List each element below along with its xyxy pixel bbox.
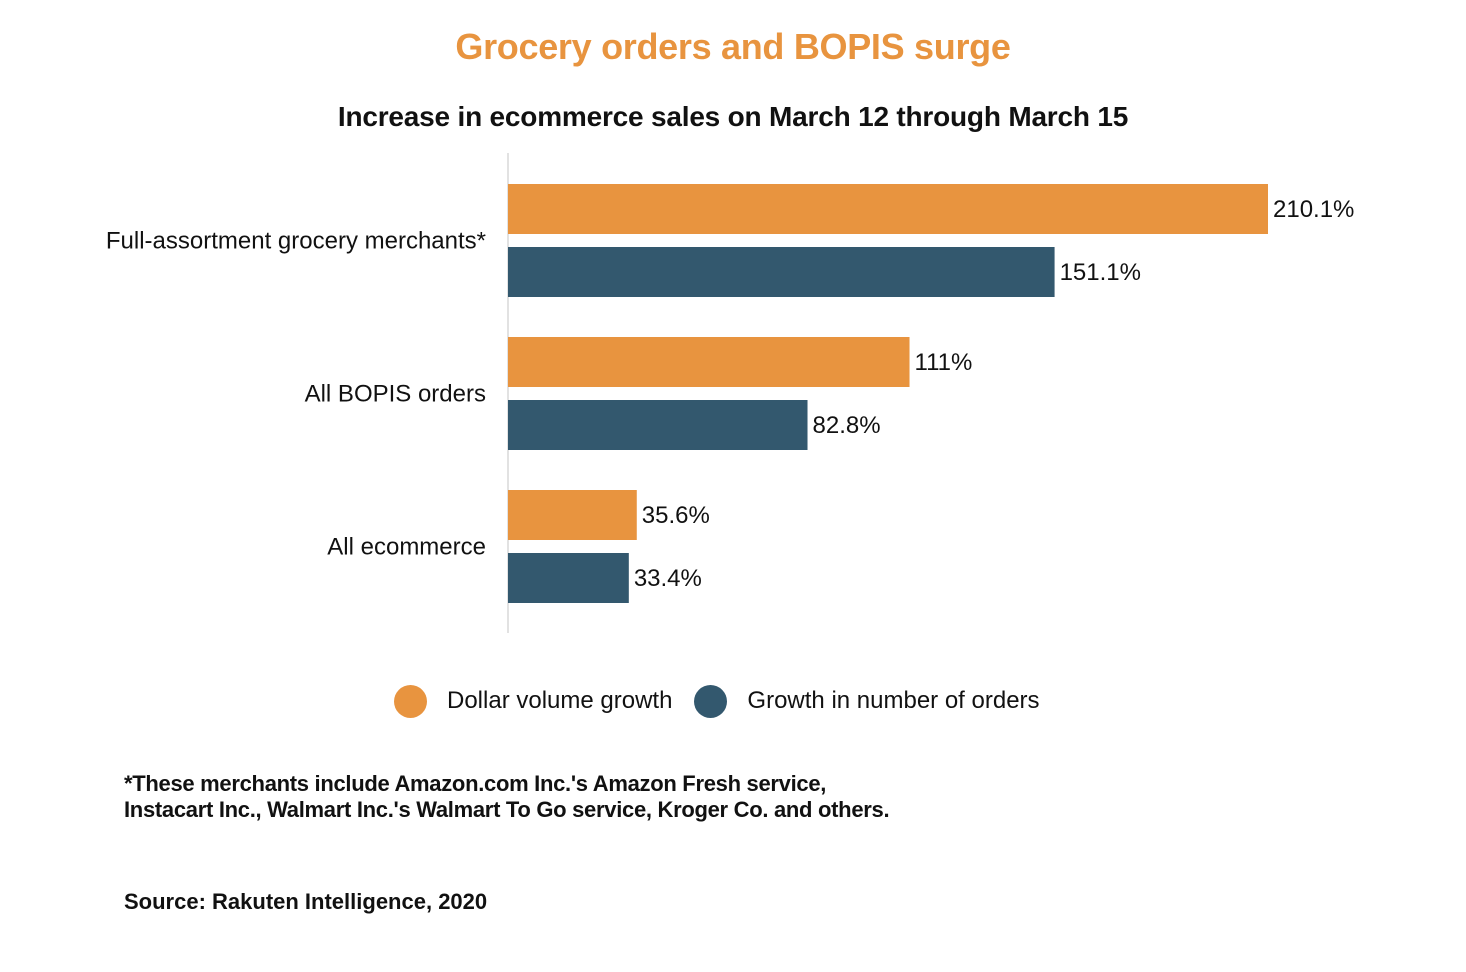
legend-label-order-count: Growth in number of orders: [747, 687, 1040, 714]
legend-item-order-count: Growth in number of orders: [694, 684, 1040, 718]
footnote: *These merchants include Amazon.com Inc.…: [124, 771, 890, 822]
bar: [508, 184, 1268, 234]
bar-value-label: 210.1%: [1273, 196, 1354, 223]
bar-value-label: 151.1%: [1060, 259, 1141, 286]
legend-item-dollar-volume: Dollar volume growth: [394, 684, 673, 718]
category-label: Full-assortment grocery merchants*: [106, 228, 486, 255]
legend-swatch-dollar-volume: [394, 684, 427, 718]
bar: [508, 247, 1055, 297]
chart-title: Grocery orders and BOPIS surge: [455, 26, 1011, 67]
bar: [508, 490, 637, 540]
source-note: Source: Rakuten Intelligence, 2020: [124, 889, 488, 914]
legend-label-dollar-volume: Dollar volume growth: [447, 687, 673, 714]
bar: [508, 400, 808, 450]
legend: Dollar volume growth Growth in number of…: [394, 683, 1062, 719]
bar: [508, 337, 910, 387]
bar-chart: Full-assortment grocery merchants* 210.1%…: [106, 153, 1354, 633]
bar-value-label: 33.4%: [634, 565, 702, 592]
bar-value-label: 82.8%: [813, 412, 881, 439]
chart-subtitle: Increase in ecommerce sales on March 12 …: [337, 101, 1129, 132]
category-label: All BOPIS orders: [305, 381, 486, 408]
bar-value-label: 35.6%: [642, 502, 710, 529]
bar-value-label: 111%: [915, 349, 973, 376]
bar: [508, 553, 629, 603]
legend-swatch-order-count: [694, 684, 728, 718]
category-label: All ecommerce: [327, 534, 486, 561]
